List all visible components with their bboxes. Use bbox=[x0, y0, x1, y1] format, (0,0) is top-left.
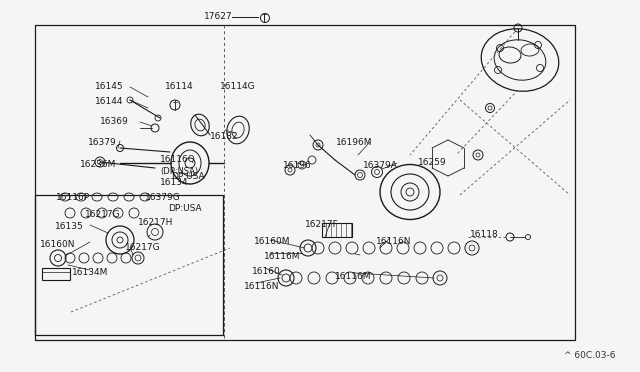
Text: 16182: 16182 bbox=[210, 132, 239, 141]
Text: 16379: 16379 bbox=[88, 138, 116, 147]
Text: 17627: 17627 bbox=[204, 12, 232, 21]
Text: 16217F: 16217F bbox=[305, 220, 339, 229]
Text: 16118: 16118 bbox=[470, 230, 499, 239]
Text: 16116M: 16116M bbox=[335, 272, 371, 281]
Text: 16116N: 16116N bbox=[244, 282, 280, 291]
Text: DP:USA: DP:USA bbox=[168, 204, 202, 213]
Text: 16217G: 16217G bbox=[85, 210, 120, 219]
Text: 16217G: 16217G bbox=[125, 243, 161, 252]
Text: 16196: 16196 bbox=[283, 161, 312, 170]
Text: 16116Q: 16116Q bbox=[160, 155, 196, 164]
Text: 16145: 16145 bbox=[95, 82, 124, 91]
Text: 16114: 16114 bbox=[165, 82, 194, 91]
Text: 16259: 16259 bbox=[418, 158, 447, 167]
Bar bbox=[42, 268, 70, 280]
Text: 16144: 16144 bbox=[95, 97, 124, 106]
Text: 16135: 16135 bbox=[55, 222, 84, 231]
Text: 16379G: 16379G bbox=[145, 193, 180, 202]
Text: DP:USA: DP:USA bbox=[171, 172, 205, 181]
Text: 16160N: 16160N bbox=[40, 240, 76, 249]
Text: 16134: 16134 bbox=[160, 178, 189, 187]
Text: 16379A: 16379A bbox=[363, 161, 398, 170]
Text: 16160: 16160 bbox=[252, 267, 281, 276]
Text: 16217H: 16217H bbox=[138, 218, 173, 227]
Bar bbox=[35, 25, 575, 340]
Bar bbox=[35, 195, 223, 335]
Bar bbox=[322, 223, 352, 237]
Text: 16160M: 16160M bbox=[254, 237, 291, 246]
Text: ^ 60C.03-6: ^ 60C.03-6 bbox=[563, 351, 615, 360]
Text: 16196M: 16196M bbox=[336, 138, 372, 147]
Text: 16369: 16369 bbox=[100, 117, 129, 126]
Text: 16236M: 16236M bbox=[80, 160, 116, 169]
Text: 16116N: 16116N bbox=[376, 237, 412, 246]
Text: 16134M: 16134M bbox=[72, 268, 108, 277]
Text: 16114G: 16114G bbox=[220, 82, 255, 91]
Text: (DP:USA): (DP:USA) bbox=[160, 167, 198, 176]
Text: 16116M: 16116M bbox=[264, 252, 301, 261]
Text: 16116P: 16116P bbox=[56, 193, 90, 202]
